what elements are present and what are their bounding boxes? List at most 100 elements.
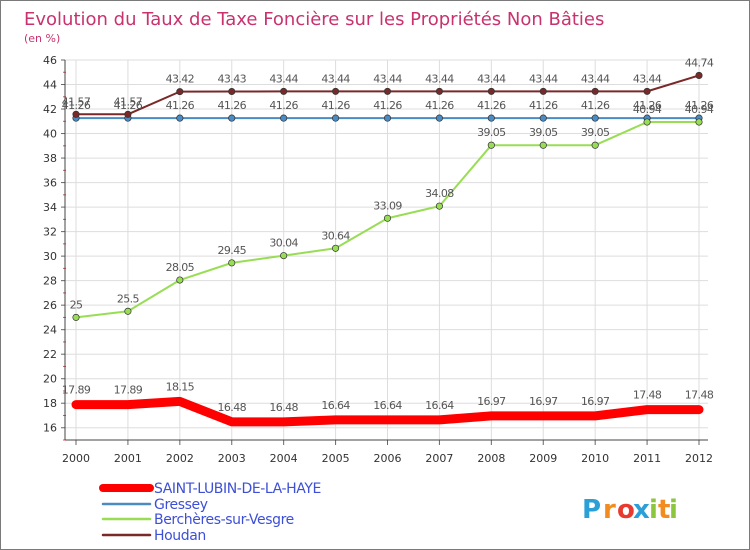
data-point-houdan (539, 87, 547, 95)
data-label-gressey: 41.26 (477, 99, 506, 112)
y-tick-label: 42 (43, 103, 57, 116)
y-tick-label: 22 (43, 348, 57, 361)
y-tick-label: 34 (43, 201, 57, 214)
x-tick-label: 2004 (270, 452, 298, 465)
logo-letter: i (669, 495, 678, 525)
data-label-berch-res-sur-vesgre: 40.94 (685, 103, 714, 116)
data-point-berch-res-sur-vesgre (383, 214, 392, 222)
data-point-berch-res-sur-vesgre (176, 276, 184, 284)
legend-label: Houdan (154, 528, 206, 544)
y-tick-label: 38 (43, 152, 57, 165)
y-tick-label: 46 (43, 54, 57, 67)
series-line-saint-lubin-de-la-haye (71, 396, 704, 427)
data-label-gressey: 41.26 (581, 99, 610, 112)
data-label-houdan: 43.44 (373, 72, 402, 85)
data-point-gressey (228, 114, 236, 122)
data-label-houdan: 43.44 (321, 72, 350, 85)
data-label-berch-res-sur-vesgre: 30.04 (269, 237, 298, 250)
data-label-berch-res-sur-vesgre: 30.64 (321, 229, 350, 242)
data-label-berch-res-sur-vesgre: 39.05 (581, 126, 610, 139)
data-point-berch-res-sur-vesgre (435, 202, 443, 210)
data-label-houdan: 43.44 (633, 72, 662, 85)
data-label-gressey: 41.26 (62, 99, 91, 112)
series-group (71, 71, 704, 427)
data-label-houdan: 43.44 (581, 72, 610, 85)
y-tick-label: 16 (43, 422, 57, 435)
data-label-saint-lubin-de-la-haye: 16.64 (425, 399, 454, 412)
data-point-berch-res-sur-vesgre (591, 141, 599, 149)
data-label-gressey: 41.26 (269, 99, 298, 112)
y-tick-label: 26 (43, 299, 57, 312)
data-point-gressey (435, 114, 443, 122)
chart-title: Evolution du Taux de Taxe Foncière sur l… (24, 9, 604, 30)
data-label-saint-lubin-de-la-haye: 17.89 (62, 384, 91, 397)
data-point-gressey (487, 114, 495, 122)
x-tick-label: 2001 (114, 452, 142, 465)
y-tick-label: 24 (43, 324, 57, 337)
data-label-gressey: 41.26 (218, 99, 247, 112)
data-point-houdan (383, 87, 392, 95)
legend-label: Gressey (154, 497, 208, 513)
data-point-berch-res-sur-vesgre (643, 118, 651, 126)
data-label-berch-res-sur-vesgre: 25.5 (117, 292, 140, 305)
y-tick-label: 40 (43, 128, 57, 141)
data-label-saint-lubin-de-la-haye: 16.48 (218, 401, 247, 414)
data-label-houdan: 43.44 (269, 72, 298, 85)
data-label-berch-res-sur-vesgre: 34.08 (425, 187, 454, 200)
data-label-gressey: 41.26 (633, 99, 662, 112)
data-point-gressey (539, 114, 547, 122)
data-label-houdan: 44.74 (685, 56, 714, 69)
logo-letter: x (633, 495, 650, 525)
axes: 16 18 20 22 24 26 28 30 32 34 36 38 40 42 44 46 2000 2001… (43, 54, 713, 465)
x-tick-label: 2012 (685, 452, 713, 465)
x-tick-label: 2008 (477, 452, 505, 465)
data-label-houdan: 41.57 (62, 95, 91, 108)
data-label-gressey: 41.26 (425, 99, 454, 112)
data-label-berch-res-sur-vesgre: 25 (70, 298, 83, 311)
data-label-berch-res-sur-vesgre: 33.09 (373, 199, 402, 212)
data-label-saint-lubin-de-la-haye: 16.97 (529, 395, 558, 408)
data-label-saint-lubin-de-la-haye: 17.48 (685, 389, 714, 402)
y-tick-label: 30 (43, 250, 57, 263)
data-label-saint-lubin-de-la-haye: 17.89 (114, 384, 143, 397)
data-label-saint-lubin-de-la-haye: 16.97 (477, 395, 506, 408)
data-point-houdan (228, 87, 236, 96)
data-label-houdan: 43.43 (218, 73, 247, 86)
data-label-berch-res-sur-vesgre: 29.45 (218, 244, 247, 257)
data-point-gressey (332, 114, 340, 122)
x-tick-label: 2006 (374, 452, 402, 465)
x-tick-label: 2007 (425, 452, 453, 465)
data-label-gressey: 41.26 (685, 99, 714, 112)
logo-letter: r (603, 495, 616, 525)
logo-letter: t (658, 495, 670, 525)
data-label-berch-res-sur-vesgre: 39.05 (529, 126, 558, 139)
data-label-saint-lubin-de-la-haye: 16.97 (581, 395, 610, 408)
data-point-berch-res-sur-vesgre (695, 118, 703, 126)
data-point-houdan (643, 87, 651, 95)
logo-letter: i (649, 495, 658, 525)
data-label-gressey: 41.26 (166, 99, 195, 112)
data-point-houdan (124, 110, 132, 118)
x-tick-label: 2011 (633, 452, 661, 465)
y-tick-label: 32 (43, 226, 57, 239)
logo-letter: P (582, 495, 601, 525)
data-point-berch-res-sur-vesgre (332, 244, 340, 252)
y-tick-label: 36 (43, 177, 57, 190)
x-tick-label: 2009 (529, 452, 557, 465)
data-point-berch-res-sur-vesgre (124, 307, 132, 315)
x-tick-label: 2003 (218, 452, 246, 465)
data-label-houdan: 43.44 (477, 72, 506, 85)
data-point-houdan (487, 87, 495, 95)
data-point-houdan (435, 87, 443, 95)
x-tick-label: 2002 (166, 452, 194, 465)
data-point-houdan (280, 87, 288, 95)
data-point-houdan (591, 87, 599, 95)
data-label-houdan: 43.44 (529, 72, 558, 85)
data-point-gressey (383, 114, 392, 122)
data-point-houdan (695, 71, 703, 79)
data-label-saint-lubin-de-la-haye: 16.48 (269, 401, 298, 414)
data-label-saint-lubin-de-la-haye: 18.15 (166, 380, 195, 393)
y-tick-label: 18 (43, 397, 57, 410)
